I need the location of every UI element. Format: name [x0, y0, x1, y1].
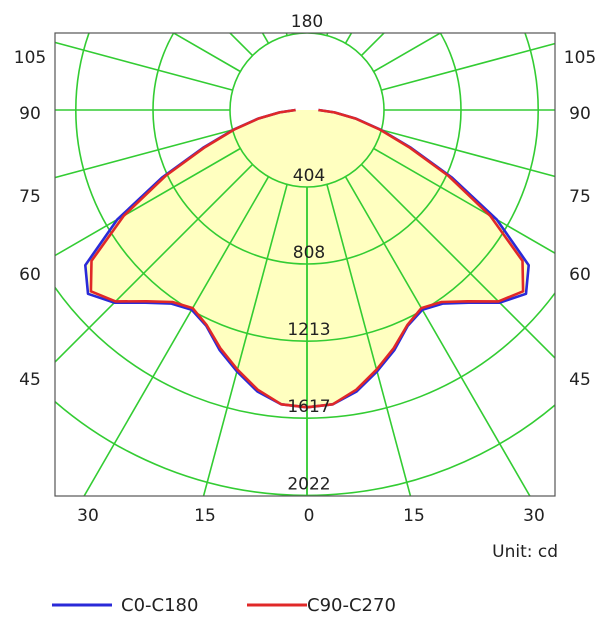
right-angle-label-90: 90: [569, 104, 591, 124]
right-angle-label-75: 75: [569, 187, 591, 207]
top-angle-label: 180: [291, 12, 323, 32]
grid-spoke-345: [202, 184, 288, 496]
bottom-tick-15-left: 15: [194, 506, 216, 526]
grid-spoke-315: [55, 163, 254, 364]
series-line-c90-c270-right: [306, 108, 525, 409]
legend-label-c90-c270: C90-C270: [307, 595, 396, 616]
right-angle-label-60: 60: [569, 265, 591, 285]
grid-spoke-105: [381, 42, 555, 91]
radial-tick-2022: 2022: [287, 474, 330, 494]
bottom-tick-30-right: 30: [523, 506, 545, 526]
grid-spoke-210: [261, 33, 270, 44]
grid-spoke-300: [55, 147, 241, 257]
right-angle-label-45: 45: [569, 370, 591, 390]
bottom-tick-0: 0: [304, 506, 315, 526]
grid-spoke-15: [326, 184, 412, 496]
grid-spoke-165: [326, 33, 329, 36]
left-angle-label-105: 105: [14, 48, 46, 68]
series-line-c90-c270-left: [89, 108, 308, 409]
radial-tick-1213: 1213: [287, 320, 330, 340]
right-angle-label-105: 105: [564, 48, 596, 68]
unit-label: Unit: cd: [492, 542, 558, 562]
grid-spoke-120: [373, 33, 442, 73]
grid-spoke-255: [55, 41, 233, 91]
left-angle-label-75: 75: [19, 187, 41, 207]
legend: C0-C180 C90-C270: [52, 595, 396, 616]
legend-label-c0-c180: C0-C180: [121, 595, 198, 616]
bottom-tick-15-right: 15: [403, 506, 425, 526]
radial-tick-808: 808: [293, 243, 325, 263]
grid-spoke-150: [344, 33, 353, 44]
grid-spoke-30: [344, 176, 531, 496]
plot-frame: [54, 32, 556, 497]
left-angle-label-45: 45: [19, 370, 41, 390]
series-curves: [84, 108, 530, 409]
grid-spoke-285: [55, 129, 233, 179]
grid-spoke-45: [360, 163, 555, 360]
grid-spoke-240: [172, 33, 241, 73]
radial-tick-1617: 1617: [287, 397, 330, 417]
grid-spoke-195: [285, 33, 288, 36]
left-angle-label-90: 90: [19, 104, 41, 124]
grid-spoke-75: [381, 129, 555, 178]
bottom-tick-30-left: 30: [77, 506, 99, 526]
radial-tick-404: 404: [293, 166, 325, 186]
left-angle-label-60: 60: [19, 265, 41, 285]
radial-tick-labels: 404 808 1213 1617 2022: [287, 166, 330, 494]
grid-spoke-330: [83, 176, 270, 496]
